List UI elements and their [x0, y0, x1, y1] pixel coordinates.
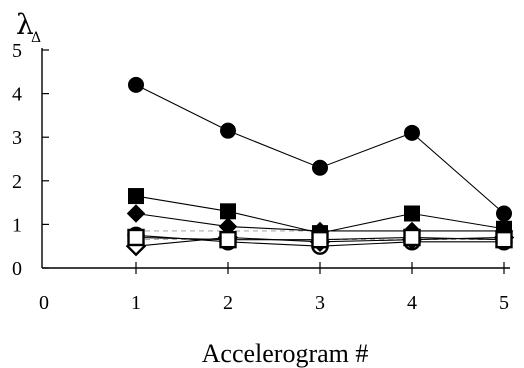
data-point-open-square: [219, 230, 237, 249]
x-tick-label: 3: [315, 292, 325, 314]
data-point-open-square: [495, 230, 513, 249]
y-tick-label: 1: [12, 214, 22, 236]
axes: [41, 48, 510, 269]
data-point-open-square: [127, 228, 145, 247]
data-point-filled-square: [404, 205, 420, 222]
x-tick-label: 1: [131, 292, 141, 314]
data-point-filled-circle: [404, 124, 420, 141]
y-tick-label: 5: [12, 40, 22, 62]
data-point-open-square: [311, 230, 329, 249]
y-tick-label: 3: [12, 127, 22, 149]
data-point-filled-diamond: [126, 204, 146, 223]
data-point-filled-circle: [312, 159, 328, 176]
data-point-filled-square: [128, 188, 144, 205]
x-tick-label: 2: [223, 292, 233, 314]
data-point-filled-circle: [220, 122, 236, 139]
x-tick-label: 5: [499, 292, 509, 314]
series-open-square: [127, 228, 513, 249]
x-axis-label: Accelerogram #: [202, 339, 369, 368]
x-tick-label: 0: [39, 292, 49, 314]
y-axis-label-subscript: Δ: [31, 30, 41, 46]
data-point-filled-square: [220, 203, 236, 220]
y-axis-label: λ: [16, 8, 34, 41]
data-point-filled-circle: [496, 205, 512, 222]
series-filled-circle: [128, 76, 512, 222]
x-tick-label: 4: [407, 292, 417, 314]
y-tick-label: 4: [12, 84, 22, 106]
series-group: [125, 76, 515, 257]
data-point-open-square: [403, 228, 421, 247]
y-tick-label: 2: [12, 171, 22, 193]
ticks: 0 1 2 3 4 5 0 1 2 3 4 5: [12, 40, 509, 314]
data-point-filled-circle: [128, 76, 144, 93]
series-line: [135, 84, 505, 214]
y-tick-label: 0: [12, 258, 22, 280]
